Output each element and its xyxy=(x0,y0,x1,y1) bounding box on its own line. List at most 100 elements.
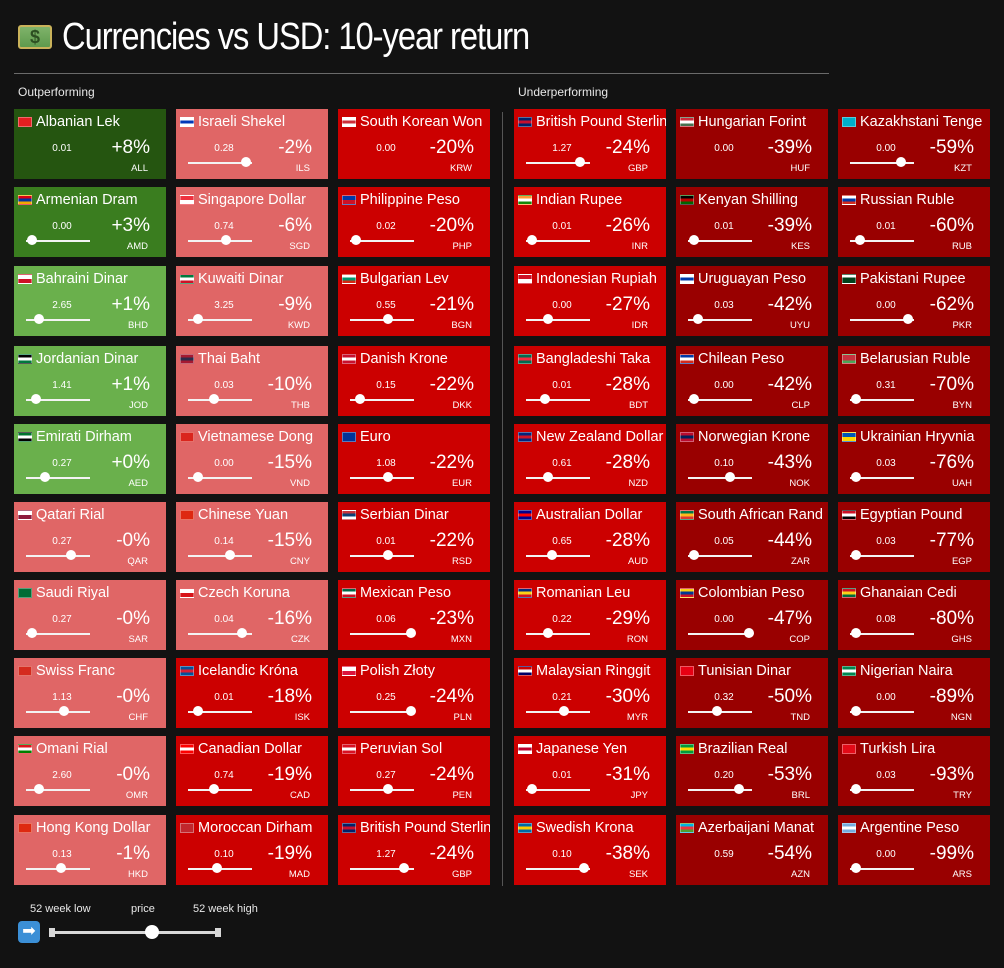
flag-icon xyxy=(180,823,194,833)
currency-name: Thai Baht xyxy=(180,351,328,367)
currency-return: -43% xyxy=(767,452,812,473)
currency-return: -93% xyxy=(929,764,974,785)
currency-name: New Zealand Dollar xyxy=(518,429,666,445)
currency-price: 0.61 xyxy=(552,458,572,469)
currency-tile-ngn[interactable]: Nigerian Naira 0.00 -89% NGN xyxy=(838,658,990,728)
currency-tile-egp[interactable]: Egyptian Pound 0.03 -77% EGP xyxy=(838,502,990,572)
currency-tile-cny[interactable]: Chinese Yuan 0.14 -15% CNY xyxy=(176,502,328,572)
range-track xyxy=(688,555,752,557)
currency-tile-nzd[interactable]: New Zealand Dollar 0.61 -28% NZD xyxy=(514,424,666,494)
currency-tile-hkd[interactable]: Hong Kong Dollar 0.13 -1% HKD xyxy=(14,815,166,885)
range-price-dot xyxy=(192,472,203,482)
flag-icon xyxy=(18,274,32,284)
currency-tile-bgn[interactable]: Bulgarian Lev 0.55 -21% BGN xyxy=(338,266,490,336)
currency-tile-chf[interactable]: Swiss Franc 1.13 -0% CHF xyxy=(14,658,166,728)
currency-tile-krw[interactable]: South Korean Won 0.00 -20% KRW xyxy=(338,109,490,179)
currency-tile-ghs[interactable]: Ghanaian Cedi 0.08 -80% GHS xyxy=(838,580,990,650)
currency-code: TRY xyxy=(953,790,972,801)
currency-tile-ils[interactable]: Israeli Shekel 0.28 -2% ILS xyxy=(176,109,328,179)
currency-tile-jod[interactable]: Jordanian Dinar 1.41 +1% JOD xyxy=(14,346,166,416)
currency-tile-czk[interactable]: Czech Koruna 0.04 -16% CZK xyxy=(176,580,328,650)
currency-tile-vnd[interactable]: Vietnamese Dong 0.00 -15% VND xyxy=(176,424,328,494)
range-price-dot xyxy=(33,314,44,324)
currency-code: CLP xyxy=(791,400,810,411)
currency-name-text: Azerbaijani Manat xyxy=(698,820,815,836)
currency-tile-cad[interactable]: Canadian Dollar 0.74 -19% CAD xyxy=(176,736,328,806)
currency-price: 0.03 xyxy=(214,380,234,391)
currency-tile-mad[interactable]: Moroccan Dirham 0.10 -19% MAD xyxy=(176,815,328,885)
currency-price: 0.00 xyxy=(876,849,896,860)
currency-tile-kwd[interactable]: Kuwaiti Dinar 3.25 -9% KWD xyxy=(176,266,328,336)
currency-tile-jpy[interactable]: Japanese Yen 0.01 -31% JPY xyxy=(514,736,666,806)
currency-name: Bangladeshi Taka xyxy=(518,351,666,367)
currency-tile-aed[interactable]: Emirati Dirham 0.27 +0% AED xyxy=(14,424,166,494)
currency-tile-clp[interactable]: Chilean Peso 0.00 -42% CLP xyxy=(676,346,828,416)
currency-tile-gbp[interactable]: British Pound Sterling 1.27 -24% GBP xyxy=(338,815,490,885)
currency-price: 0.02 xyxy=(376,221,396,232)
currency-tile-azn[interactable]: Azerbaijani Manat 0.59 -54% AZN xyxy=(676,815,828,885)
currency-tile-huf[interactable]: Hungarian Forint 0.00 -39% HUF xyxy=(676,109,828,179)
currency-tile-myr[interactable]: Malaysian Ringgit 0.21 -30% MYR xyxy=(514,658,666,728)
currency-tile-php[interactable]: Philippine Peso 0.02 -20% PHP xyxy=(338,187,490,257)
currency-tile-cop[interactable]: Colombian Peso 0.00 -47% COP xyxy=(676,580,828,650)
flag-icon xyxy=(518,744,532,754)
currency-tile-ars[interactable]: Argentine Peso 0.00 -99% ARS xyxy=(838,815,990,885)
currency-tile-all[interactable]: Albanian Lek 0.01 +8% ALL xyxy=(14,109,166,179)
currency-tile-nok[interactable]: Norwegian Krone 0.10 -43% NOK xyxy=(676,424,828,494)
flag-icon xyxy=(18,354,32,364)
currency-tile-qar[interactable]: Qatari Rial 0.27 -0% QAR xyxy=(14,502,166,572)
currency-name: Indian Rupee xyxy=(518,192,666,208)
currency-tile-sek[interactable]: Swedish Krona 0.10 -38% SEK xyxy=(514,815,666,885)
currency-tile-uyu[interactable]: Uruguayan Peso 0.03 -42% UYU xyxy=(676,266,828,336)
currency-price: 0.00 xyxy=(552,300,572,311)
flag-icon xyxy=(518,666,532,676)
currency-tile-eur[interactable]: Euro 1.08 -22% EUR xyxy=(338,424,490,494)
currency-tile-zar[interactable]: South African Rand 0.05 -44% ZAR xyxy=(676,502,828,572)
range-price-dot xyxy=(30,394,41,404)
currency-return: -28% xyxy=(605,452,650,473)
currency-name: Peruvian Sol xyxy=(342,741,490,757)
currency-tile-sar[interactable]: Saudi Riyal 0.27 -0% SAR xyxy=(14,580,166,650)
currency-tile-thb[interactable]: Thai Baht 0.03 -10% THB xyxy=(176,346,328,416)
currency-tile-pen[interactable]: Peruvian Sol 0.27 -24% PEN xyxy=(338,736,490,806)
currency-tile-brl[interactable]: Brazilian Real 0.20 -53% BRL xyxy=(676,736,828,806)
currency-tile-pkr[interactable]: Pakistani Rupee 0.00 -62% PKR xyxy=(838,266,990,336)
currency-tile-rsd[interactable]: Serbian Dinar 0.01 -22% RSD xyxy=(338,502,490,572)
currency-tile-mxn[interactable]: Mexican Peso 0.06 -23% MXN xyxy=(338,580,490,650)
currency-tile-tnd[interactable]: Tunisian Dinar 0.32 -50% TND xyxy=(676,658,828,728)
flag-icon xyxy=(18,432,32,442)
currency-return: -59% xyxy=(929,137,974,158)
currency-return: -42% xyxy=(767,294,812,315)
range-track xyxy=(188,789,252,791)
currency-code: HKD xyxy=(127,869,148,880)
currency-tile-amd[interactable]: Armenian Dram 0.00 +3% AMD xyxy=(14,187,166,257)
range-track xyxy=(526,555,590,557)
currency-code: BGN xyxy=(451,320,472,331)
currency-tile-isk[interactable]: Icelandic Króna 0.01 -18% ISK xyxy=(176,658,328,728)
currency-tile-bhd[interactable]: Bahraini Dinar 2.65 +1% BHD xyxy=(14,266,166,336)
currency-tile-omr[interactable]: Omani Rial 2.60 -0% OMR xyxy=(14,736,166,806)
currency-tile-byn[interactable]: Belarusian Ruble 0.31 -70% BYN xyxy=(838,346,990,416)
currency-name-text: Thai Baht xyxy=(198,351,261,367)
currency-return: -31% xyxy=(605,764,650,785)
legend-low-label: 52 week low xyxy=(30,903,91,915)
range-track xyxy=(350,711,414,713)
currency-tile-kzt[interactable]: Kazakhstani Tenge 0.00 -59% KZT xyxy=(838,109,990,179)
currency-tile-rub[interactable]: Russian Ruble 0.01 -60% RUB xyxy=(838,187,990,257)
currency-tile-gbp[interactable]: British Pound Sterling 1.27 -24% GBP xyxy=(514,109,666,179)
currency-tile-kes[interactable]: Kenyan Shilling 0.01 -39% KES xyxy=(676,187,828,257)
currency-tile-idr[interactable]: Indonesian Rupiah 0.00 -27% IDR xyxy=(514,266,666,336)
currency-tile-pln[interactable]: Polish Złoty 0.25 -24% PLN xyxy=(338,658,490,728)
currency-tile-try[interactable]: Turkish Lira 0.03 -93% TRY xyxy=(838,736,990,806)
currency-tile-dkk[interactable]: Danish Krone 0.15 -22% DKK xyxy=(338,346,490,416)
currency-name-text: Euro xyxy=(360,429,391,445)
currency-tile-aud[interactable]: Australian Dollar 0.65 -28% AUD xyxy=(514,502,666,572)
currency-tile-sgd[interactable]: Singapore Dollar 0.74 -6% SGD xyxy=(176,187,328,257)
currency-tile-ron[interactable]: Romanian Leu 0.22 -29% RON xyxy=(514,580,666,650)
legend-price-dot xyxy=(144,925,159,939)
range-track xyxy=(26,711,90,713)
currency-tile-bdt[interactable]: Bangladeshi Taka 0.01 -28% BDT xyxy=(514,346,666,416)
range-price-dot xyxy=(208,394,219,404)
currency-tile-uah[interactable]: Ukrainian Hryvnia 0.03 -76% UAH xyxy=(838,424,990,494)
currency-tile-inr[interactable]: Indian Rupee 0.01 -26% INR xyxy=(514,187,666,257)
